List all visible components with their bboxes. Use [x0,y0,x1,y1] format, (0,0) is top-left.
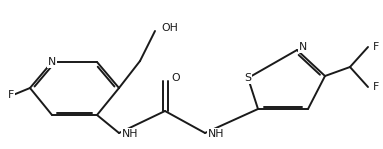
Text: N: N [48,57,56,67]
Text: F: F [8,90,14,100]
Text: NH: NH [208,129,224,139]
Text: F: F [373,82,379,92]
Text: NH: NH [122,129,139,139]
Text: O: O [171,73,180,83]
Text: S: S [244,73,252,83]
Text: F: F [373,42,379,52]
Text: N: N [299,42,307,52]
Text: OH: OH [161,23,178,33]
